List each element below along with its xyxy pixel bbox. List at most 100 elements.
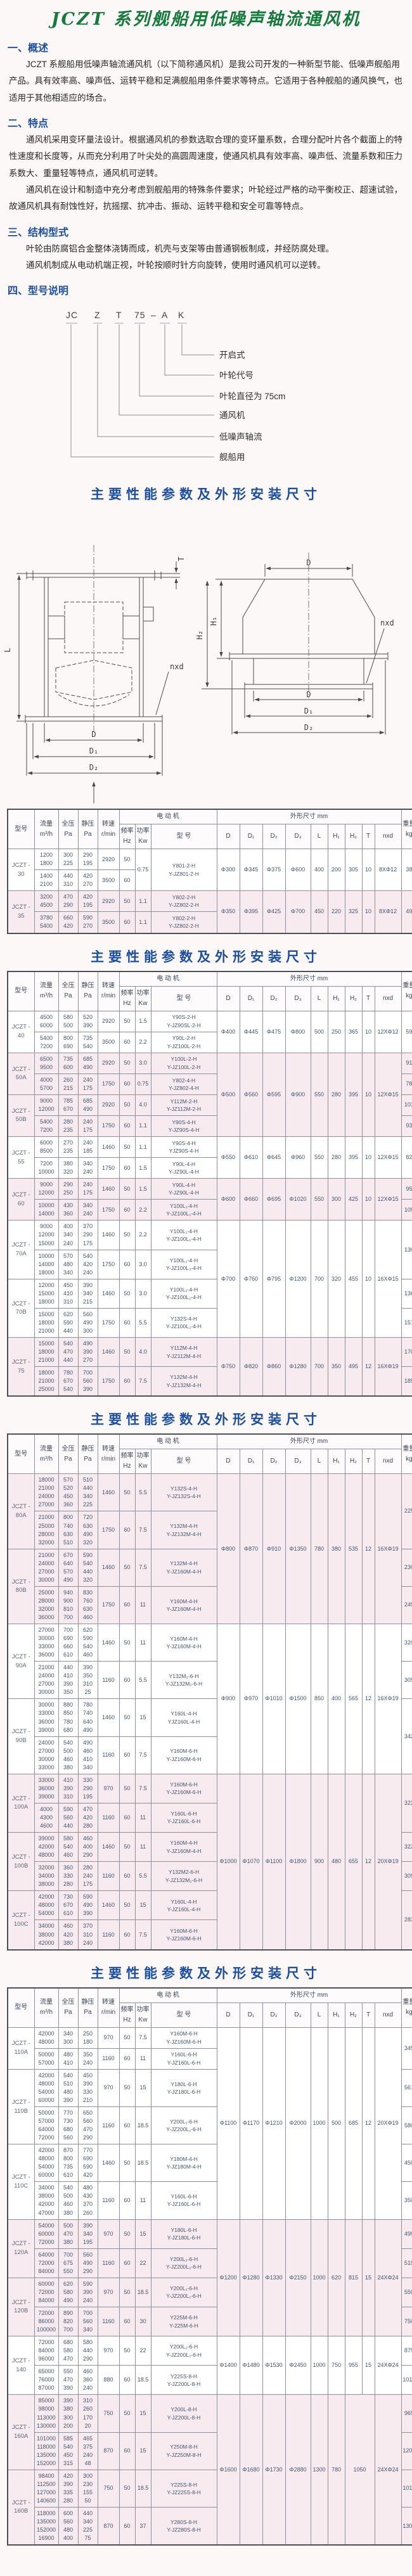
table-cell: 60 [119,1249,136,1279]
table-cell: 350 240 [77,2047,98,2070]
table-row: 型号 流量 m³/h 全压 Pa 静压 Pa 转速 r/min 电 动 机外形尺寸 mm 重… [7,1433,412,1475]
table-cell: 495 [401,2219,412,2249]
table-row: 118000 135000 152000 16900 600 560 480 40… [8,2506,412,2546]
table-cell: 24XΦ24 [374,2394,402,2546]
table-cell: Y132S-4-H Y-JZ100L₂-4-H [150,1307,217,1338]
table-cell: 50 [119,1220,136,1250]
table-cell: 30000 33000 36000 39000 [34,1698,59,1737]
table-cell: Y802-2-H Y-JZ802-2-H [150,911,217,933]
table-row: JCZT - 90A 27000 30000 33000 36000 700 690… [7,1624,412,1774]
table-cell: 9000 12000 [34,1094,59,1116]
table-cell: Φ1330 [262,2219,286,2337]
column-header: 全压 Pa [58,971,79,1011]
table-cell: 12 [361,1337,375,1397]
table-cell: 450 [310,890,328,933]
table-cell: 5.5 [134,1661,151,1700]
dim-label-H2: H₂ [195,631,204,639]
column-header: 重量 kg [401,971,412,1011]
table-cell: 5400 7200 [34,1031,59,1053]
table-cell: 7.5 [134,2027,151,2049]
table-cell: 780 [327,2394,345,2546]
table-cell: 970 [97,2027,120,2049]
table-cell: 330 290 195 [77,1773,98,1804]
table-cell: 1750 [97,1157,120,1179]
table-cell: 1.5 [134,1157,151,1179]
table-cell: 25000 28000 32000 36000 [34,1586,59,1625]
table-row: 型号 流量 m³/h 全压 Pa 静压 Pa 转速 r/min 电 动 机外形尺寸 mm 重… [7,971,412,1011]
table-cell: 850 [310,1624,328,1774]
table-cell: 510 440 340 225 [77,1473,98,1512]
table-cell: 1460 [97,1624,120,1662]
table-cell: 7.5 [134,1548,151,1587]
table-cell: 395 [344,1052,363,1137]
table-cell: Y801-2-H Y-JZ801-2-H [150,849,217,892]
table-row: JCZT - 120A 54000 60000 72000 500 470 380 3… [7,2219,412,2337]
dim-label-D1-left: D₁ [89,747,98,755]
table-cell: 12 [361,2027,375,2220]
table-cell: 685 [344,2027,363,2220]
table-cell: 890 820 700 [58,2306,79,2337]
table-cell: 380 [327,1473,345,1625]
table-cell: 440 310 [58,869,79,892]
table-cell: Y160M-4-H Y-JZ160M-4-H [150,1624,217,1662]
table-cell: 12XΦ15 [374,1136,402,1179]
table-cell: 1000 [310,2336,328,2395]
table-cell: Y225M-6-H Y-225M-6-H [150,2306,217,2337]
performance-table-4: 型号 流量 m³/h 全压 Pa 静压 Pa 转速 r/min 电 动 机外形尺寸 mm 重… [7,1987,412,2546]
table-cell: 42000 48000 54000 60000 [34,2144,59,2182]
table-cell: 1160 [97,1661,120,1700]
table-cell: Φ1170 [239,2027,263,2220]
table-cell: 310 260 170 20 [77,2394,98,2433]
table-cell: 490 460 410 340 [77,1736,98,1774]
table-cell: Φ345 [239,849,263,892]
section-heading-model-designation: 四、型号说明 [8,286,69,297]
table-cell: Φ1480 [239,2336,263,2395]
dim-label-D-right: D [306,690,311,699]
table-cell: 12XΦ15 [374,1052,402,1137]
overview-paragraph: JCZT 系舰船用低噪声轴流通风机（以下简称通风机）是我公司开发的一种新型节能、… [9,60,402,103]
table-cell: 59 [401,1010,412,1053]
column-header: D₃ [285,1449,311,1475]
table-cell: 151 [401,1307,412,1338]
table-cell: 85000 98000 113000 130000 [34,2394,59,2433]
table-cell: Φ1280 [285,1337,311,1397]
table-cell: 970 [97,2219,120,2249]
table-cell: Φ1020 [285,1178,311,1221]
table-cell: 9000 12000 [34,1178,59,1200]
table-cell: Φ1730 [262,2394,286,2546]
table-cell: Y132M-4-H Y-JZ132M-4-H [150,1511,217,1549]
column-header: 电 动 机 [119,1433,217,1450]
table-cell: 870 [97,2506,120,2546]
table-cell: 395 [344,1136,363,1179]
table-cell: Φ475 [262,1010,286,1053]
table-cell: 60 [119,911,136,933]
table-cell: 2.2 [134,1199,151,1221]
table-cell: 1460 [97,1698,120,1737]
table-cell: 400 [327,1624,345,1774]
table-cell: 240 175 [77,1115,98,1137]
table-cell: 420 390 335 280 [58,2469,79,2508]
table-cell: Φ1010 [262,1624,286,1774]
table-cell: 680 580 470 [58,2336,79,2366]
table-cell: 3.0 [134,1278,151,1309]
table-cell: 1.1 [134,1136,151,1158]
table-cell: 12000 15000 18000 [34,1278,59,1309]
model-code-part-jc: JC [66,310,78,320]
model-code-part-dash: – [151,310,157,320]
table-row: JCZT - 80A 18000 21000 24000 27000 570 520… [7,1473,412,1625]
table-cell: Φ500 [216,1052,240,1137]
table-cell: Φ800 [285,1010,311,1053]
table-cell: 42000 48000 [34,2027,59,2049]
table-cell: 60 [119,2365,136,2395]
table-cell: Y802-2-H Y-JZ802-2-H [150,890,217,913]
table-cell: Y160M-6-H Y-JZ160M-6-H [150,1773,217,1804]
table-cell: 700 560 340 [77,2306,98,2337]
table-cell: 620 [327,2219,345,2337]
features-paragraph-1: 通风机采用变环量法设计。根据通风机的参数选取合理的变环量系数，合理分配叶片各个截… [9,134,402,178]
column-header: L [310,2002,328,2028]
table-cell: 72000 84000 96000 [34,2336,59,2366]
table-cell: 10 [361,1010,375,1053]
table-cell: 60 [119,2106,136,2145]
table-cell: JCZT - 120A [7,2219,35,2278]
table-cell: 7.5 [134,1736,151,1774]
